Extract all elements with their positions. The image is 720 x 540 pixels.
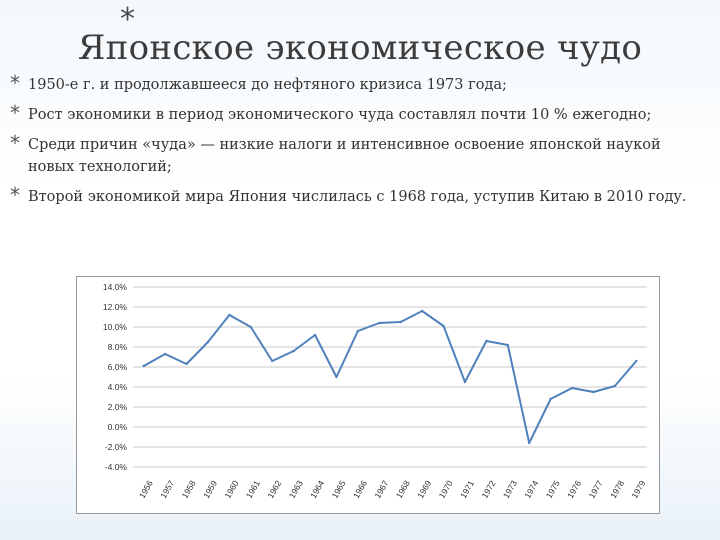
y-tick-label: 6.0% (108, 362, 128, 372)
x-tick-label: 1968 (394, 478, 412, 500)
x-tick-label: 1960 (222, 478, 240, 500)
y-tick-label: -4.0% (105, 462, 128, 472)
x-tick-label: 1978 (608, 478, 626, 500)
data-point (249, 325, 252, 329)
x-tick-label: 1959 (201, 478, 219, 500)
x-tick-label: 1970 (437, 478, 455, 500)
data-point (635, 359, 638, 363)
bullet-star-icon: * (10, 71, 20, 95)
bullet-item: * Среди причин «чуда» — низкие налоги и … (10, 131, 710, 178)
data-point (442, 324, 445, 328)
bullet-item: * Второй экономикой мира Япония числилас… (10, 183, 710, 208)
x-tick-label: 1972 (479, 478, 497, 500)
bullet-list: * 1950-е г. и продолжавшееся до нефтяног… (10, 71, 710, 216)
data-point (271, 359, 274, 363)
y-tick-label: 0.0% (108, 422, 128, 432)
x-tick-label: 1956 (137, 478, 155, 500)
title-bullet: * (120, 2, 135, 37)
data-point (420, 309, 424, 313)
y-tick-label: 10.0% (103, 322, 128, 332)
y-tick-label: 14.0% (103, 282, 128, 292)
x-tick-label: 1958 (180, 478, 198, 500)
data-point (142, 364, 145, 368)
x-tick-label: 1976 (565, 478, 583, 500)
y-tick-label: 8.0% (108, 342, 128, 352)
data-point (485, 339, 488, 343)
data-point (549, 397, 552, 401)
x-tick-label: 1969 (415, 478, 433, 500)
data-point (313, 333, 317, 337)
bullet-text: Среди причин «чуда» — низкие налоги и ин… (28, 137, 661, 175)
data-point (592, 390, 595, 394)
data-point (399, 320, 402, 324)
x-tick-label: 1962 (265, 478, 283, 500)
series-line (143, 310, 638, 444)
x-tick-label: 1967 (372, 478, 390, 500)
data-point (528, 441, 531, 445)
data-point (463, 380, 467, 384)
x-tick-label: 1977 (587, 478, 605, 500)
x-tick-label: 1963 (287, 478, 305, 500)
data-point (506, 343, 509, 347)
data-point (292, 349, 295, 353)
x-tick-label: 1975 (544, 478, 562, 500)
data-point (570, 386, 574, 390)
y-tick-label: -2.0% (105, 442, 128, 452)
bullet-star-icon: * (10, 131, 20, 155)
bullet-text: 1950-е г. и продолжавшееся до нефтяного … (28, 77, 507, 93)
y-tick-label: 2.0% (108, 402, 128, 412)
x-tick-label: 1974 (522, 478, 540, 500)
x-tick-label: 1973 (501, 478, 519, 500)
x-tick-label: 1961 (244, 478, 262, 500)
y-tick-label: 12.0% (103, 302, 128, 312)
data-point (335, 375, 338, 379)
data-point (228, 313, 231, 317)
data-point (613, 384, 617, 388)
x-tick-label: 1966 (351, 478, 369, 500)
data-point (356, 329, 360, 333)
bullet-star-icon: * (10, 183, 20, 207)
bullet-item: * Рост экономики в период экономического… (10, 101, 710, 126)
data-point (206, 340, 210, 344)
gdp-growth-chart: -4.0% -2.0% 0.0% 2.0% 4.0% 6.0% 8.0% 10.0% 12.0%… (76, 276, 660, 514)
x-tick-label: 1957 (158, 478, 176, 500)
bullet-item: * 1950-е г. и продолжавшееся до нефтяног… (10, 71, 710, 96)
data-point (378, 321, 381, 325)
bullet-star-icon: * (10, 101, 20, 125)
slide-title: Японское экономическое чудо (77, 28, 643, 68)
data-point (185, 362, 188, 366)
chart-canvas: -4.0% -2.0% 0.0% 2.0% 4.0% 6.0% 8.0% 10.0% 12.0%… (103, 282, 648, 500)
data-point (163, 352, 167, 356)
x-tick-label: 1964 (308, 478, 326, 500)
x-tick-label: 1971 (458, 478, 476, 500)
x-tick-label: 1965 (330, 478, 348, 500)
x-tick-label: 1979 (629, 478, 647, 500)
bullet-text: Рост экономики в период экономического ч… (28, 107, 652, 123)
y-tick-label: 4.0% (108, 382, 128, 392)
bullet-text: Второй экономикой мира Япония числилась … (28, 189, 687, 205)
